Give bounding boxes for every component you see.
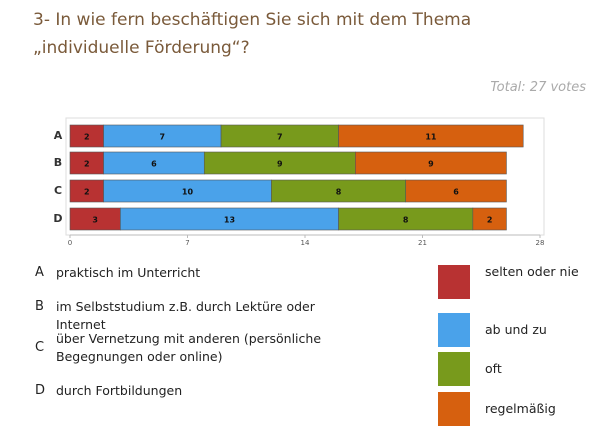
legend-label: oft bbox=[485, 361, 502, 376]
category-label: D bbox=[53, 212, 62, 225]
x-tick-label: 28 bbox=[536, 239, 545, 247]
category-label: A bbox=[54, 129, 63, 142]
description-key: B bbox=[35, 299, 44, 314]
legend-swatch bbox=[438, 352, 470, 386]
bar-segment bbox=[405, 179, 507, 203]
bar-value-label: 6 bbox=[453, 188, 459, 197]
bar-value-label: 11 bbox=[425, 133, 437, 142]
legend-label: ab und zu bbox=[485, 322, 547, 337]
bar-value-label: 2 bbox=[487, 216, 493, 225]
description-key: D bbox=[35, 383, 46, 398]
bar-value-label: 13 bbox=[224, 216, 235, 225]
chart-subtitle: Total: 27 votes bbox=[490, 80, 586, 95]
x-tick-label: 7 bbox=[185, 239, 189, 247]
bar-value-label: 6 bbox=[151, 160, 157, 169]
legend-label: regelmäßig bbox=[485, 401, 556, 416]
description-key: C bbox=[35, 340, 45, 355]
x-tick-label: 21 bbox=[418, 239, 427, 247]
description-text: über Vernetzung mit anderen (persönliche… bbox=[56, 331, 322, 364]
bar-value-label: 3 bbox=[92, 216, 98, 225]
bar-value-label: 9 bbox=[277, 160, 283, 169]
bar-segment bbox=[338, 124, 524, 148]
bar-value-label: 7 bbox=[160, 133, 166, 142]
bar-segment bbox=[472, 207, 507, 231]
description-text: im Selbststudium z.B. durch Lektüre oder… bbox=[56, 299, 315, 332]
bar-segment bbox=[355, 151, 507, 175]
category-label: B bbox=[54, 156, 62, 169]
bar-value-label: 10 bbox=[182, 188, 194, 197]
bar-value-label: 7 bbox=[277, 133, 283, 142]
x-tick-label: 0 bbox=[68, 239, 72, 247]
description-key: A bbox=[35, 265, 44, 280]
legend-swatch bbox=[438, 313, 470, 347]
category-label: C bbox=[54, 184, 62, 197]
legend-label: selten oder nie bbox=[485, 264, 579, 279]
bar-value-label: 9 bbox=[428, 160, 434, 169]
description-text: durch Fortbildungen bbox=[56, 383, 183, 398]
chart-title: 3- In wie fern beschäftigen Sie sich mit… bbox=[33, 10, 472, 58]
bar-value-label: 8 bbox=[403, 216, 409, 225]
description-text: praktisch im Unterricht bbox=[56, 265, 201, 280]
bar-value-label: 2 bbox=[84, 133, 90, 142]
x-tick-label: 14 bbox=[301, 239, 310, 247]
legend-swatch bbox=[438, 265, 470, 299]
bar-value-label: 8 bbox=[336, 188, 342, 197]
legend-swatch bbox=[438, 392, 470, 426]
bar-value-label: 2 bbox=[84, 188, 90, 197]
bar-value-label: 2 bbox=[84, 160, 90, 169]
